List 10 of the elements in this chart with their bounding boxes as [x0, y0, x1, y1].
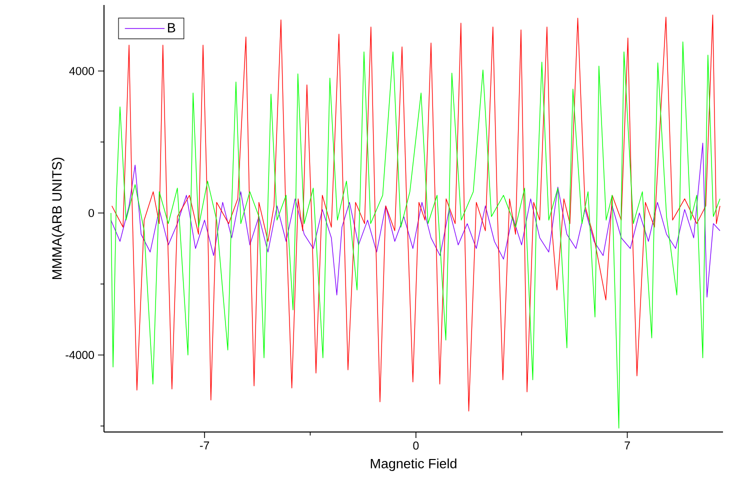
line-series: [110, 142, 720, 298]
x-tick-label: 0: [413, 442, 419, 450]
x-tick-label: -7: [200, 442, 210, 450]
y-axis-title: MMMA(ARB UNITS): [52, 158, 64, 280]
legend-label: B: [168, 23, 176, 32]
y-tick-label: 4000: [69, 66, 94, 76]
y-tick-label: -4000: [66, 350, 94, 360]
x-axis-title: Magnetic Field: [370, 458, 456, 472]
x-tick-label: 7: [624, 442, 630, 450]
y-tick-label: 0: [88, 208, 94, 218]
